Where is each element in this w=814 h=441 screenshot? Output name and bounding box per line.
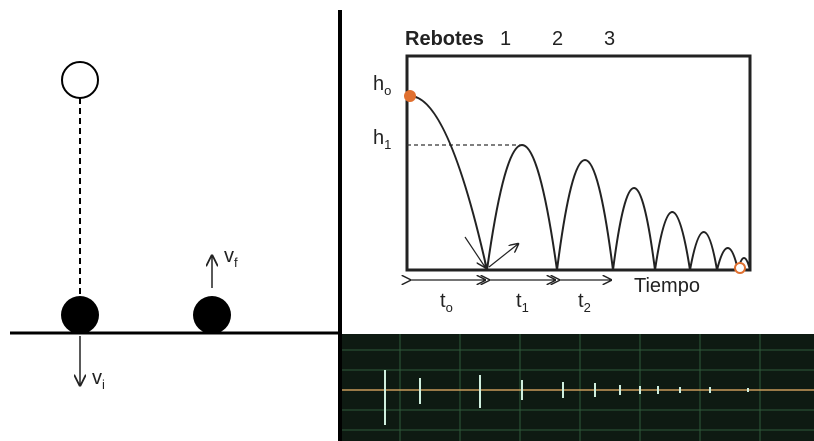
label-part: v (92, 367, 102, 389)
label-part: o (384, 83, 391, 98)
label-part: v (224, 245, 234, 267)
label-part: o (446, 300, 453, 315)
bounce-number: 1 (500, 28, 511, 50)
interval-label: t2 (578, 290, 591, 315)
label-part: i (102, 377, 105, 392)
label-part: h (373, 127, 384, 149)
bounce-number: 3 (604, 28, 615, 50)
graph-title: Rebotes (405, 28, 484, 50)
end-point (734, 262, 746, 274)
interval-label: t1 (516, 290, 529, 315)
h1-label: h1 (373, 127, 391, 152)
label-part: 2 (584, 300, 591, 315)
label-part: t (440, 290, 446, 312)
h0-label: ho (373, 73, 391, 98)
bounce-number: 2 (552, 28, 563, 50)
label-part: h (373, 73, 384, 95)
bounce-curve (409, 95, 751, 271)
ball-impact (61, 296, 99, 334)
label-part: t (516, 290, 522, 312)
start-point (404, 90, 416, 102)
outgoing-arrow (488, 244, 518, 268)
vf-label: vf (224, 245, 238, 270)
incoming-arrow (464, 236, 485, 267)
vi-label: vi (92, 367, 105, 392)
graph-frame (405, 54, 752, 272)
interval-label: to (440, 290, 453, 315)
x-label: Tiempo (634, 275, 700, 297)
oscilloscope (342, 334, 814, 441)
label-part: f (234, 255, 238, 270)
label-part: 1 (522, 300, 529, 315)
label-part: t (578, 290, 584, 312)
ball-top (61, 61, 99, 99)
label-part: 1 (384, 137, 391, 152)
ball-rebound (193, 296, 231, 334)
